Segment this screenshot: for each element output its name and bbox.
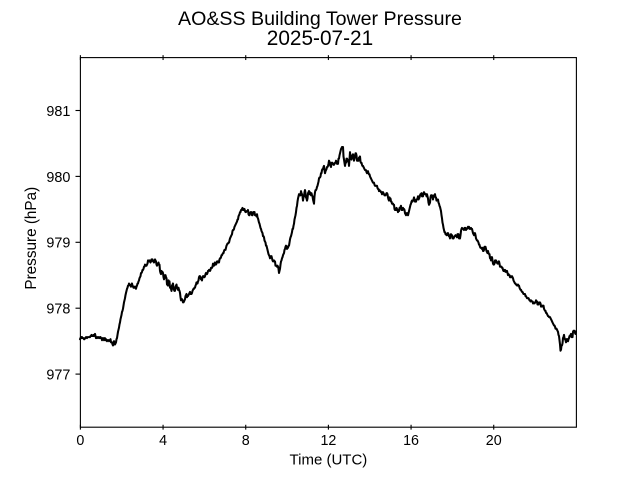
svg-text:16: 16: [403, 433, 419, 449]
svg-text:980: 980: [46, 170, 70, 186]
svg-text:8: 8: [242, 433, 250, 449]
svg-text:Time (UTC): Time (UTC): [290, 452, 368, 469]
svg-text:12: 12: [320, 433, 336, 449]
svg-text:Pressure (hPa): Pressure (hPa): [23, 187, 40, 290]
svg-text:4: 4: [159, 433, 167, 449]
svg-text:0: 0: [76, 433, 84, 449]
svg-text:979: 979: [46, 236, 70, 252]
svg-text:978: 978: [46, 302, 70, 318]
svg-text:981: 981: [46, 104, 70, 120]
svg-text:20: 20: [486, 433, 502, 449]
svg-text:977: 977: [46, 368, 70, 384]
svg-text:AO&SS Building Tower Pressure: AO&SS Building Tower Pressure: [178, 8, 462, 30]
svg-text:2025-07-21: 2025-07-21: [267, 27, 373, 50]
